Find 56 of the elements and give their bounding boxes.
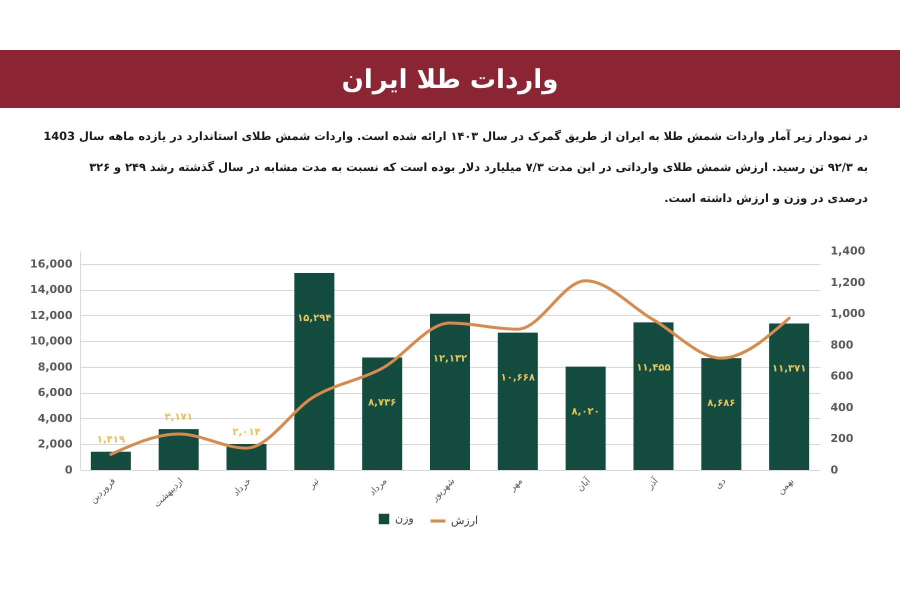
text: به ۹۲/۳ تن رسید. ارزش شمش طلای وارداتی در این مدت ۷/۳ میلیارد دلار بوده است که نسبت به مدت مشابه در سال گذشته رشد ۲۴۹ و ۳۲۶ <box>89 160 868 174</box>
bar <box>566 366 606 470</box>
y2-tick-label: 600 <box>830 370 854 383</box>
x-tick-label: آبان <box>574 474 594 494</box>
y2-tick-label: 1,000 <box>830 307 866 320</box>
data-label: ۱۵,۲۹۴ <box>297 312 332 324</box>
bar <box>498 332 538 470</box>
legend-label: وزن <box>395 512 414 525</box>
y-tick-label: 0 <box>64 464 73 476</box>
bar <box>769 324 810 470</box>
y2-tick-label: 1,400 <box>830 244 866 258</box>
data-label: ۱۱,۴۵۵ <box>636 362 671 374</box>
y-tick-label: 2,000 <box>38 438 73 451</box>
y2-tick-label: 400 <box>830 400 854 414</box>
x-tick-label: بهمن <box>776 476 796 497</box>
data-label: ۸,۶۸۶ <box>707 398 736 410</box>
chart-title: واردات طلا ایران <box>342 65 558 95</box>
y2-tick-label: 200 <box>830 432 854 446</box>
x-tick-label: فروردین <box>88 476 118 506</box>
x-tick-label: دی <box>713 476 728 492</box>
bar <box>701 358 742 470</box>
data-label: ۱۱,۳۷۱ <box>772 364 806 375</box>
x-tick-label: تیر <box>306 476 322 492</box>
y-tick-label: 12,000 <box>30 308 73 322</box>
data-label: ۱۲,۱۳۲ <box>432 354 468 365</box>
data-label: ۳,۱۷۱ <box>164 412 193 424</box>
bar <box>226 444 267 470</box>
y-tick-label: 10,000 <box>30 334 73 348</box>
data-label: ۸,۰۲۰ <box>572 406 600 418</box>
data-label: ۲,۰۱۴ <box>232 427 261 438</box>
x-tick-label: آذر <box>644 474 661 492</box>
x-tick-label: اردیبهشت <box>152 476 186 510</box>
text: درصدی در وزن و ارزش داشته است. <box>664 191 868 205</box>
y-tick-label: 4,000 <box>38 412 73 425</box>
legend-label: ارزش <box>451 514 478 527</box>
y-tick-label: 8,000 <box>38 360 73 374</box>
data-label: ۱۰,۶۶۸ <box>500 372 535 384</box>
y-tick-label: 14,000 <box>30 283 73 296</box>
bar <box>430 314 470 470</box>
bar <box>362 357 402 470</box>
data-label: ۸,۷۳۶ <box>368 397 396 408</box>
x-tick-label: مرداد <box>368 476 390 498</box>
data-label: ۱,۴۱۹ <box>96 434 125 446</box>
bar <box>633 322 674 470</box>
x-tick-label: شهریور <box>429 476 458 504</box>
bar <box>294 272 334 470</box>
x-tick-label: خرداد <box>232 476 254 498</box>
bar <box>90 452 131 470</box>
x-tick-label: مهر <box>507 476 526 494</box>
y2-tick-label: 1,200 <box>830 276 866 289</box>
text: در نمودار زیر آمار واردات شمش طلا به ایران از طریق گمرک در سال ۱۴۰۳ ارائه شده است. واردات شمش طلای استاندارد در یازده ماهه سال 1403 <box>43 129 868 143</box>
bar <box>158 429 199 470</box>
y2-tick-label: 800 <box>830 338 854 352</box>
y-tick-label: 6,000 <box>38 386 73 400</box>
y-tick-label: 16,000 <box>30 257 73 270</box>
y2-tick-label: 0 <box>830 464 838 476</box>
